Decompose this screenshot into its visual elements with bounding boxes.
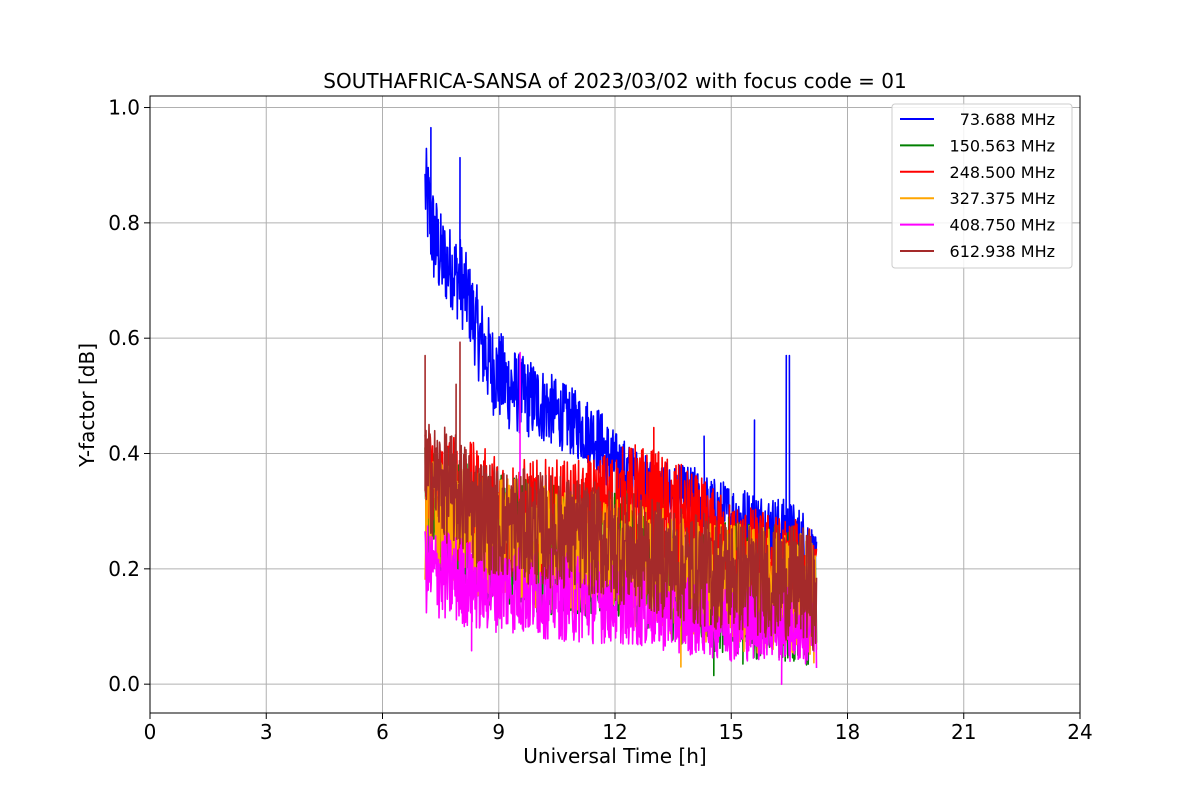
legend-label-4: 408.750 MHz	[950, 216, 1055, 235]
x-tick-label: 21	[951, 720, 976, 744]
x-tick-label: 3	[260, 720, 273, 744]
legend-box	[891, 103, 1073, 269]
x-tick-label: 18	[835, 720, 860, 744]
plot-area	[424, 126, 818, 685]
x-tick-label: 12	[602, 720, 627, 744]
legend-label-5: 612.938 MHz	[950, 242, 1055, 261]
x-tick-label: 24	[1067, 720, 1092, 744]
y-tick-label: 0.8	[108, 211, 140, 235]
y-tick-label: 0.2	[108, 557, 140, 581]
x-tick-label: 15	[719, 720, 744, 744]
y-tick-label: 0.0	[108, 672, 140, 696]
y-tick-label: 1.0	[108, 96, 140, 120]
series-line-5	[424, 341, 818, 651]
legend: 73.688 MHz 150.563 MHz 248.500 MHz 327.375 …	[891, 103, 1073, 269]
y-axis-label: Y-factor [dB]	[75, 343, 99, 468]
y-tick-label: 0.6	[108, 326, 140, 350]
legend-label-2: 248.500 MHz	[950, 163, 1055, 182]
chart-title: SOUTHAFRICA-SANSA of 2023/03/02 with foc…	[323, 69, 907, 93]
legend-label-3: 327.375 MHz	[950, 189, 1055, 208]
x-tick-label: 0	[144, 720, 157, 744]
y-tick-label: 0.4	[108, 442, 140, 466]
legend-label-0: 73.688 MHz	[960, 110, 1055, 129]
x-axis-label: Universal Time [h]	[523, 744, 706, 768]
series-layer	[424, 126, 818, 685]
x-tick-label: 9	[492, 720, 505, 744]
axis-ticks: 0 3 6 9 12 15 18 21 24 0.0 0.2 0.4 0.6 0.8 1.0	[108, 96, 1093, 744]
x-tick-label: 6	[376, 720, 389, 744]
legend-label-1: 150.563 MHz	[950, 136, 1055, 155]
